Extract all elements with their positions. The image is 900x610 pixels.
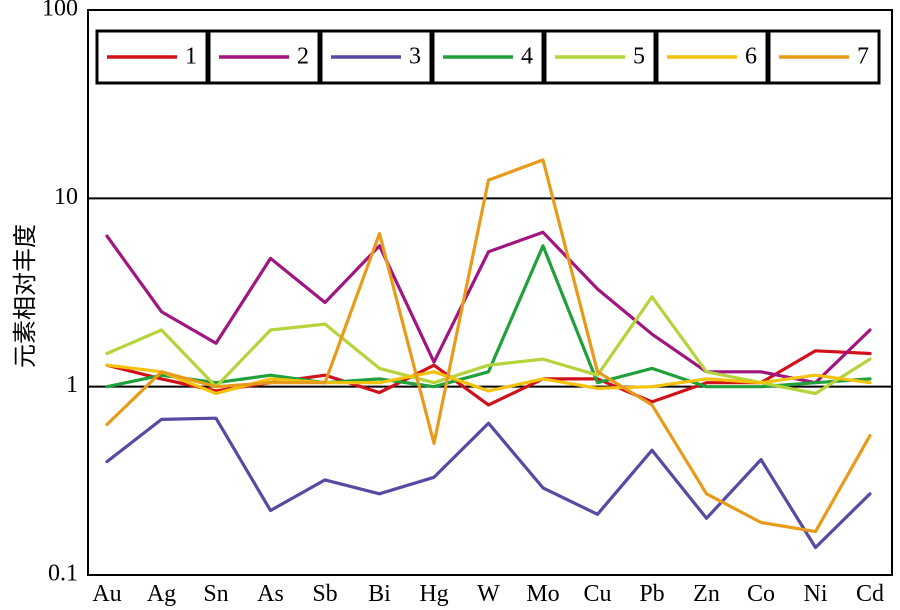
legend-item-7: 7 — [767, 29, 881, 85]
x-tick-label: Cu — [583, 581, 611, 607]
x-tick-label: Bi — [368, 581, 391, 607]
legend-item-4: 4 — [431, 29, 545, 85]
legend: 1 2 3 4 5 6 7 — [95, 29, 881, 85]
x-tick-label: Pb — [639, 581, 664, 607]
series-line-3 — [105, 416, 872, 550]
y-axis-title: 元素相对丰度 — [11, 224, 39, 368]
y-tick-label: 10 — [54, 184, 78, 210]
legend-label: 2 — [297, 44, 309, 70]
y-tick-labels: 100 10 1 0.1 — [42, 0, 78, 587]
legend-label: 3 — [409, 44, 421, 70]
x-tick-label: Au — [92, 581, 121, 607]
series-lines — [105, 158, 872, 550]
legend-label: 7 — [857, 44, 869, 70]
y-tick-label: 0.1 — [48, 561, 78, 587]
legend-item-3: 3 — [319, 29, 433, 85]
legend-label: 6 — [745, 44, 757, 70]
y-tick-label: 1 — [66, 372, 78, 398]
x-tick-labels: Au Ag Sn As Sb Bi Hg W Mo Cu Pb Zn Co Ni Cd — [92, 581, 884, 607]
gridlines — [88, 197, 892, 388]
x-tick-label: As — [257, 581, 284, 607]
x-tick-label: Mo — [526, 581, 559, 607]
x-tick-label: Ag — [147, 581, 176, 607]
x-tick-label: Cd — [856, 581, 884, 607]
legend-item-1: 1 — [95, 29, 209, 85]
series-line-2 — [105, 230, 872, 385]
x-tick-label: Co — [747, 581, 775, 607]
y-tick-label: 100 — [42, 0, 78, 22]
plot-frame — [87, 9, 893, 576]
legend-label: 1 — [185, 44, 197, 70]
x-tick-label: Sn — [203, 581, 228, 607]
x-tick-label: W — [477, 581, 500, 607]
x-tick-label: Hg — [419, 581, 448, 607]
series-line-6 — [105, 363, 872, 396]
legend-item-6: 6 — [655, 29, 769, 85]
legend-label: 4 — [521, 44, 533, 70]
legend-item-2: 2 — [207, 29, 321, 85]
series-line-5 — [105, 295, 872, 396]
legend-label: 5 — [633, 44, 645, 70]
x-tick-label: Sb — [312, 581, 337, 607]
series-line-4 — [105, 244, 872, 389]
legend-item-5: 5 — [543, 29, 657, 85]
series-line-1 — [105, 349, 872, 407]
x-tick-label: Ni — [804, 581, 828, 607]
series-line-7 — [105, 158, 872, 534]
x-tick-label: Zn — [693, 581, 720, 607]
